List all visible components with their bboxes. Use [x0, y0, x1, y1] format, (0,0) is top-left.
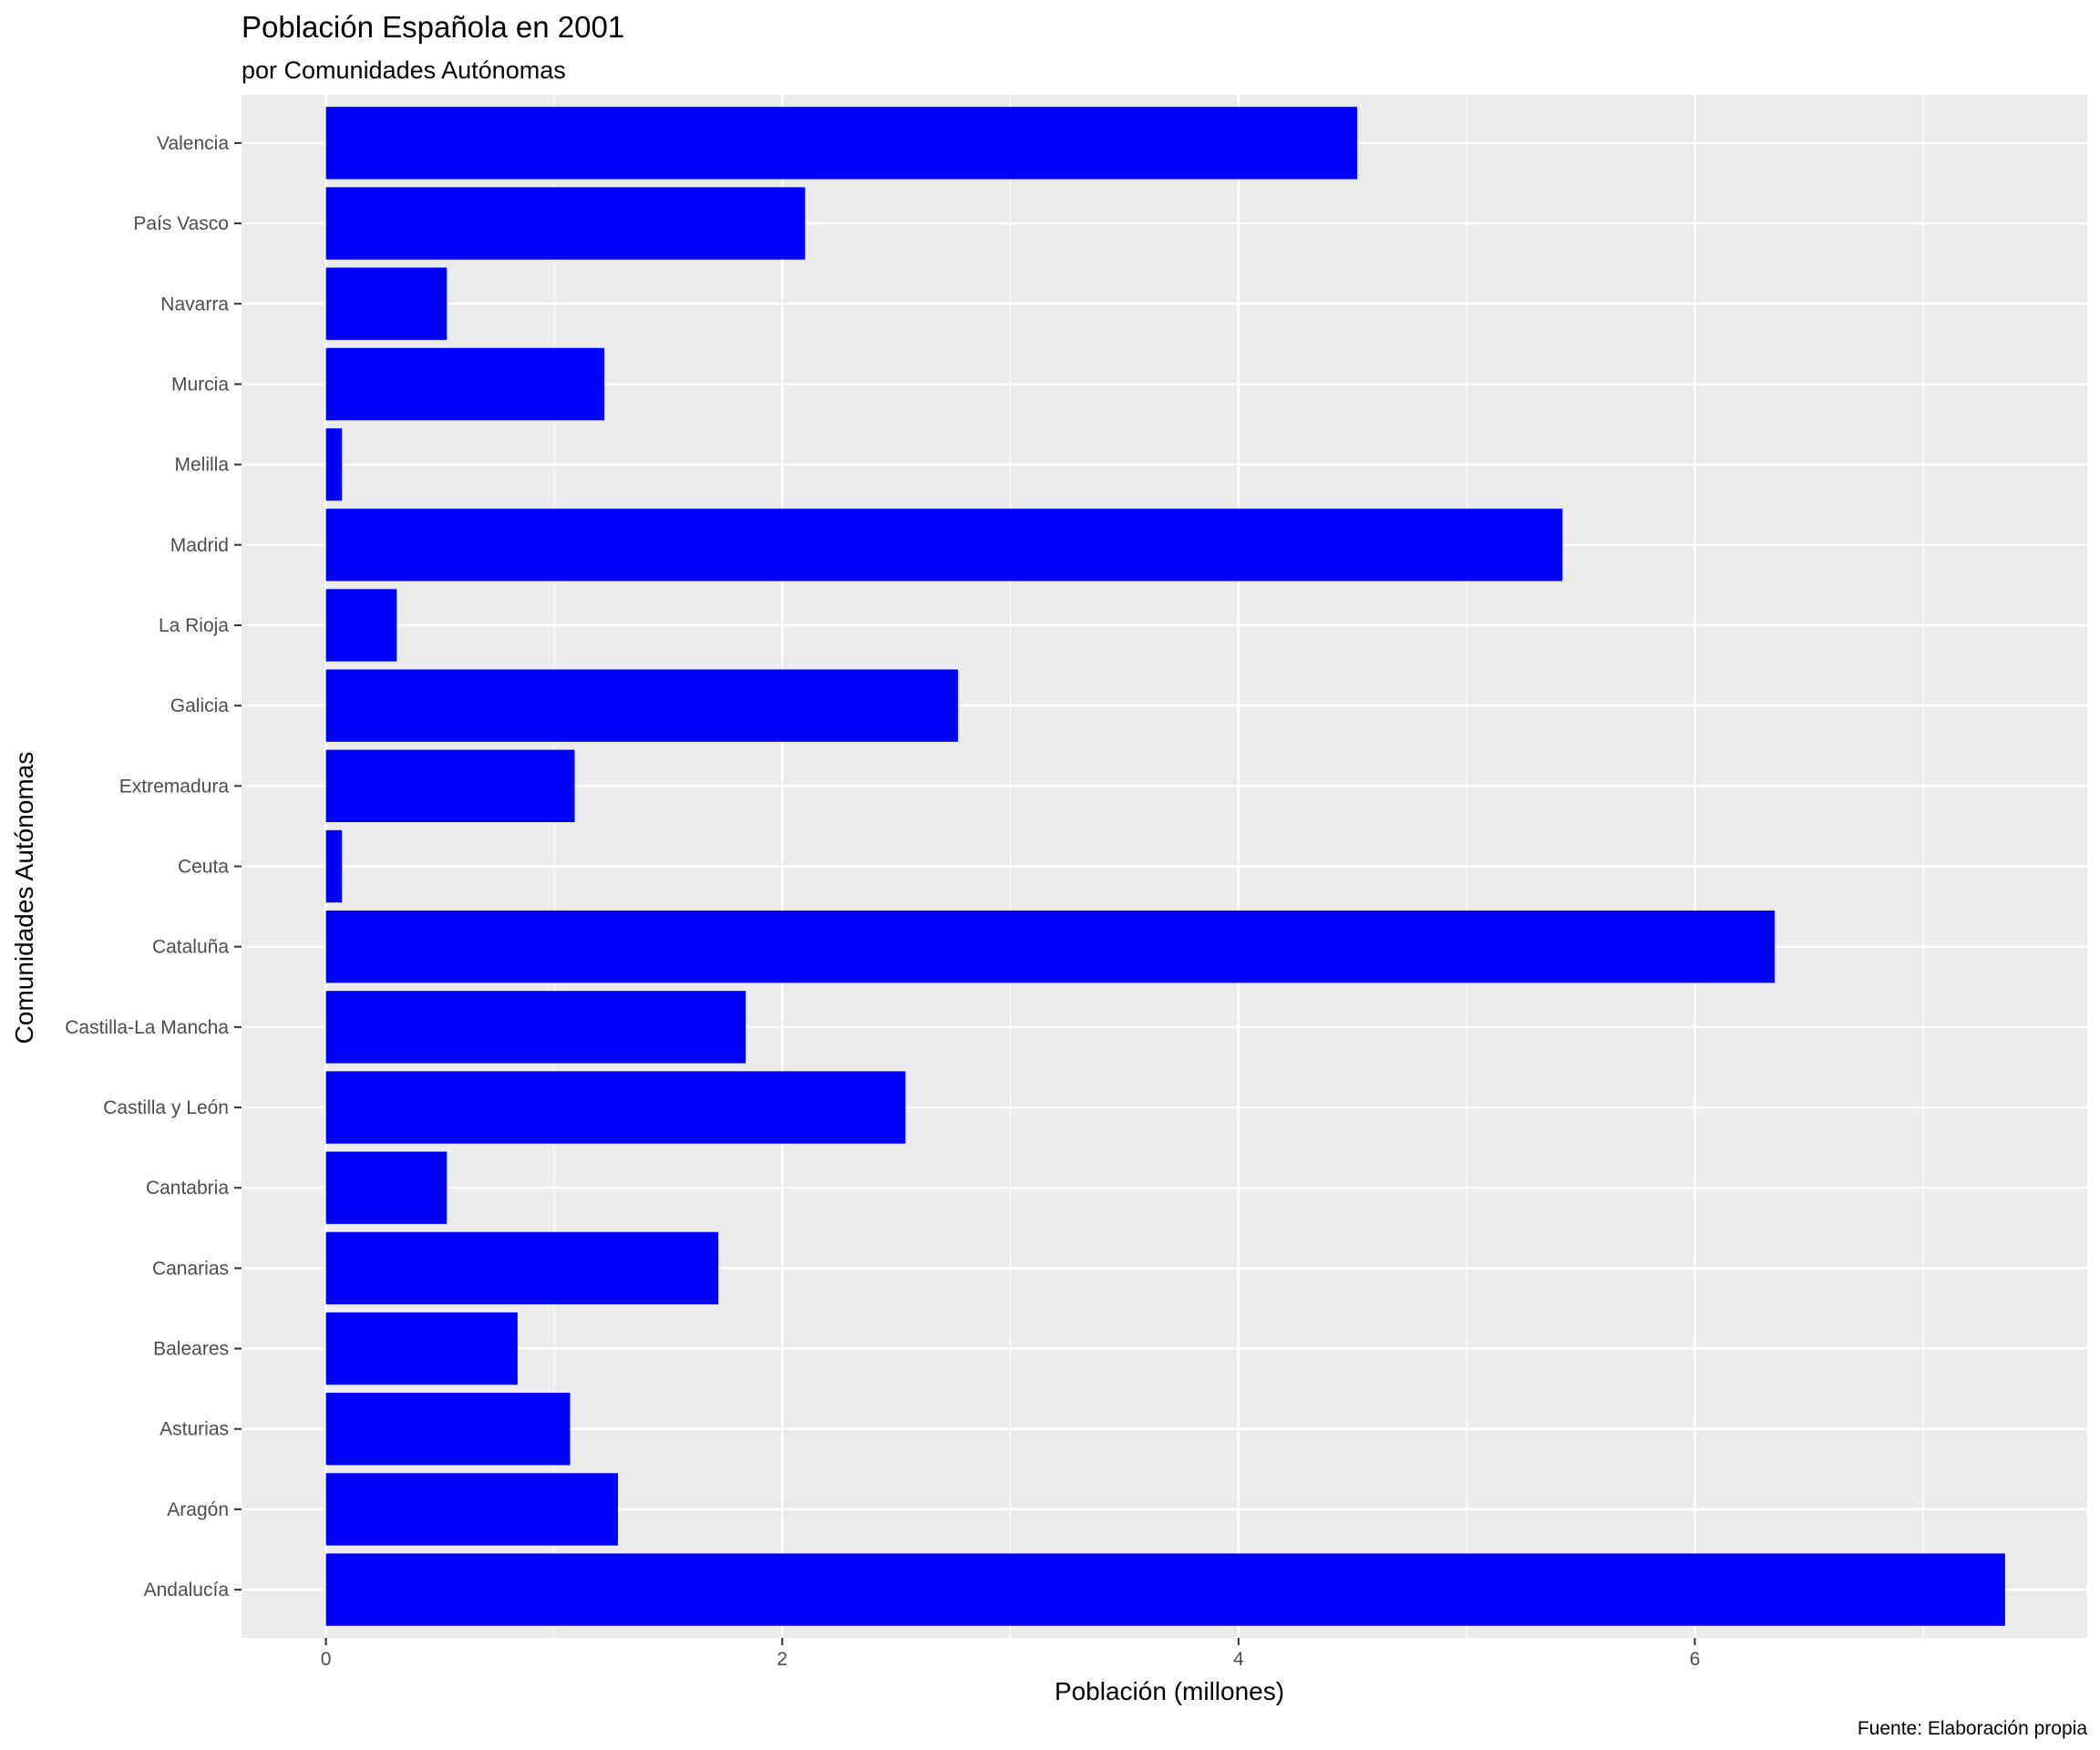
bar [325, 589, 397, 662]
x-axis-title: Población (millones) [1055, 1677, 1284, 1705]
y-tick-label: Ceuta [178, 857, 229, 878]
y-tick-label: Aragón [167, 1499, 229, 1520]
bar [325, 427, 343, 501]
y-tick-label: Andalucía [144, 1580, 230, 1601]
y-tick-label: Cataluña [152, 937, 229, 958]
y-tick-label: País Vasco [133, 213, 229, 234]
y-tick-label: Extremadura [119, 776, 230, 797]
bar [325, 829, 343, 903]
bar [325, 1151, 448, 1224]
bar [325, 267, 448, 340]
bar [325, 1071, 906, 1144]
chart-subtitle: por Comunidades Autónomas [242, 57, 566, 84]
bar [325, 1393, 571, 1466]
y-tick-label: Galicia [170, 695, 230, 716]
bar [325, 187, 806, 260]
x-tick-label: 2 [777, 1649, 788, 1670]
bar [325, 749, 575, 823]
bar [325, 1312, 518, 1385]
y-tick-label: Murcia [171, 374, 229, 395]
x-tick-label: 6 [1690, 1649, 1701, 1670]
y-tick-label: Valencia [157, 133, 229, 154]
bar [325, 1231, 719, 1305]
y-tick-label: Madrid [170, 535, 229, 556]
y-axis: Andalucía Aragón Asturias Baleares Canarias C… [65, 133, 242, 1601]
bars [325, 107, 2005, 1626]
x-tick-label: 0 [321, 1649, 332, 1670]
y-tick-label: La Rioja [159, 615, 229, 636]
bar [325, 107, 1358, 180]
bar [325, 509, 1563, 582]
bar [325, 669, 958, 742]
y-tick-label: Asturias [160, 1419, 229, 1440]
bar [325, 347, 604, 421]
y-tick-label: Canarias [152, 1258, 229, 1279]
x-tick-label: 4 [1233, 1649, 1244, 1670]
y-tick-label: Melilla [174, 455, 229, 476]
chart-title: Población Española en 2001 [242, 10, 624, 44]
y-tick-label: Castilla-La Mancha [65, 1017, 229, 1038]
y-axis-title: Comunidades Autónomas [10, 752, 38, 1045]
y-tick-label: Castilla y León [103, 1097, 229, 1118]
chart-caption: Fuente: Elaboración propia [1858, 1718, 2087, 1739]
bar [325, 1553, 2005, 1626]
bar [325, 1473, 619, 1546]
x-axis: 0 2 4 6 [321, 1638, 1701, 1670]
y-tick-label: Cantabria [146, 1178, 229, 1199]
y-tick-label: Baleares [153, 1339, 229, 1360]
bar [325, 991, 746, 1064]
y-tick-label: Navarra [160, 293, 229, 314]
bar [325, 910, 1776, 983]
